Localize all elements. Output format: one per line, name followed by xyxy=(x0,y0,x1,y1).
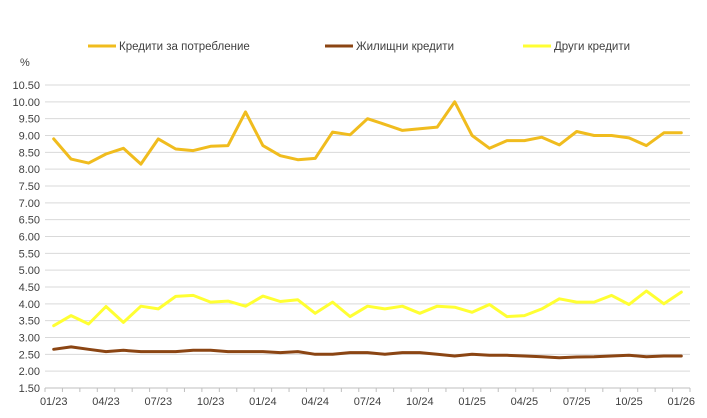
legend-label-2: Жилищни кредити xyxy=(356,41,454,53)
x-tick-label: 07/23 xyxy=(145,396,173,408)
y-tick-label: 9.00 xyxy=(19,131,40,143)
x-tick-label: 07/25 xyxy=(563,396,591,408)
y-tick-label: 4.50 xyxy=(19,282,40,294)
y-tick-label: 8.00 xyxy=(19,164,40,176)
y-tick-label: 5.00 xyxy=(19,265,40,277)
y-tick-label: 8.50 xyxy=(19,147,40,159)
y-tick-label: 6.00 xyxy=(19,232,40,244)
y-tick-label: 7.00 xyxy=(19,198,40,210)
y-tick-label: 10.50 xyxy=(12,80,40,92)
x-tick-label: 04/25 xyxy=(511,396,539,408)
y-tick-label: 2.50 xyxy=(19,349,40,361)
y-axis-ticks: 1.50 2.00 2.50 3.00 3.50 4.00 4.50 5.00 5.50 6.00… xyxy=(12,80,40,395)
y-axis-unit-label: % xyxy=(20,57,30,69)
x-tick-label: 01/25 xyxy=(458,396,486,408)
gridlines xyxy=(45,84,690,389)
x-tick-label: 01/24 xyxy=(249,396,277,408)
x-tick-label: 07/24 xyxy=(354,396,382,408)
x-tick-label: 10/25 xyxy=(615,396,643,408)
legend: Кредити за потребление Жилищни кредити Дру… xyxy=(88,41,630,53)
x-tick-label: 01/26 xyxy=(668,396,696,408)
legend-label-1: Кредити за потребление xyxy=(119,41,250,53)
series-line-2 xyxy=(52,345,683,360)
series-line-3 xyxy=(52,289,683,328)
x-axis: 01/23 04/23 07/23 10/23 01/24 04/24 07/24 10/24… xyxy=(40,387,696,408)
x-tick-label: 10/23 xyxy=(197,396,225,408)
y-tick-label: 3.50 xyxy=(19,316,40,328)
y-tick-label: 2.00 xyxy=(19,366,40,378)
y-tick-label: 4.00 xyxy=(19,299,40,311)
y-tick-label: 7.50 xyxy=(19,181,40,193)
series-lines xyxy=(52,100,683,360)
series-line-1 xyxy=(52,100,683,166)
x-tick-label: 04/23 xyxy=(92,396,120,408)
y-tick-label: 3.00 xyxy=(19,333,40,345)
y-tick-label: 5.50 xyxy=(19,248,40,260)
y-tick-label: 1.50 xyxy=(19,383,40,395)
x-tick-label: 01/23 xyxy=(40,396,68,408)
y-tick-label: 10.00 xyxy=(12,97,40,109)
x-tick-label: 04/24 xyxy=(301,396,329,408)
y-tick-label: 6.50 xyxy=(19,215,40,227)
legend-label-3: Други кредити xyxy=(554,41,630,53)
y-tick-label: 9.50 xyxy=(19,114,40,126)
x-tick-label: 10/24 xyxy=(406,396,434,408)
